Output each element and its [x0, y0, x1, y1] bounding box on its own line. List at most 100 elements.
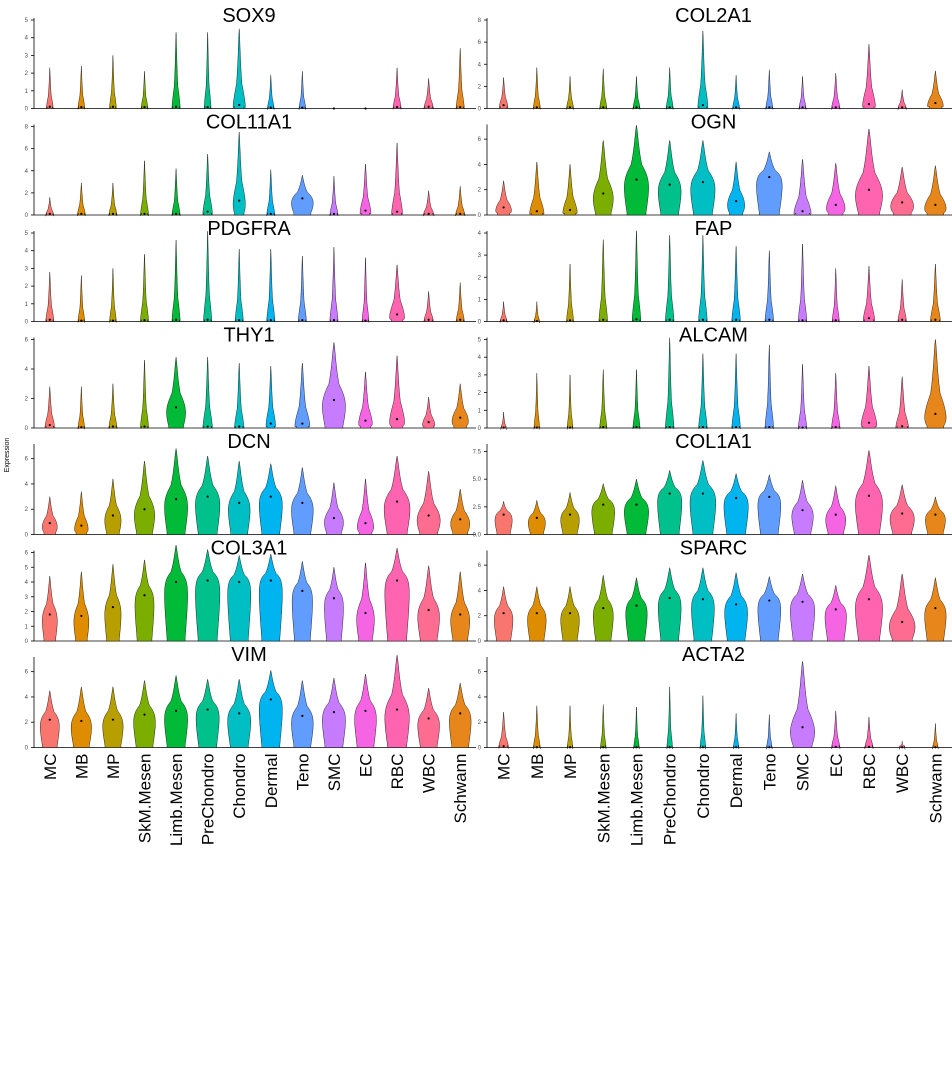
panel-title-vim: VIM — [231, 644, 267, 666]
median-point — [143, 425, 146, 428]
y-tick-label: 0 — [25, 639, 29, 645]
violin-col11a1-smc — [329, 176, 339, 217]
median-point — [768, 746, 771, 749]
y-tick-label: 0 — [25, 107, 29, 113]
y-tick-label: 0 — [25, 746, 29, 752]
median-point — [535, 746, 538, 749]
median-point — [568, 106, 572, 109]
violin-col2a1-chondro — [697, 31, 709, 109]
violin-sparc-rbc — [855, 554, 883, 642]
violin-alcam-limb-mesen — [632, 369, 641, 430]
median-point — [867, 745, 871, 748]
median-point — [111, 319, 115, 322]
panel-thy1: THY1 0 2 4 6 — [25, 325, 476, 432]
violin-col1a1-limb-mesen — [624, 478, 649, 535]
y-tick-label: 2 — [25, 507, 29, 513]
y-tick-label: 0 — [478, 746, 482, 752]
violin-dcn-rbc — [383, 455, 411, 535]
violin-fap-mb — [533, 301, 540, 324]
panel-col11a1: COL11A1 0 2 4 6 8 — [25, 112, 476, 219]
median-point — [364, 319, 367, 322]
violin-acta2-chondro — [699, 695, 706, 750]
median-point — [459, 518, 462, 521]
median-point — [80, 319, 83, 322]
violin-col11a1-schwann — [455, 186, 466, 217]
y-tick-label: 4 — [25, 482, 29, 488]
x-category-label-prechondro: PreChondro — [661, 754, 680, 846]
violin-col11a1-dermal — [266, 169, 276, 217]
median-point — [427, 318, 430, 321]
violin-vim-prechondro — [195, 679, 220, 748]
y-tick-label: 4 — [478, 231, 482, 237]
median-point — [834, 513, 837, 516]
median-point — [48, 318, 51, 321]
violin-fap-limb-mesen — [631, 230, 641, 322]
violin-col3a1-smc — [324, 567, 344, 642]
panel-title-sox9: SOX9 — [222, 5, 275, 27]
violin-col1a1-chondro — [689, 459, 716, 535]
violin-thy1-chondro — [234, 363, 245, 429]
median-point — [459, 613, 462, 616]
median-point — [174, 498, 178, 501]
y-tick-label: 3 — [25, 53, 29, 59]
y-tick-label: 5.0 — [473, 477, 482, 483]
violin-sox9-rbc — [392, 67, 402, 110]
violin-ogn-dermal — [727, 161, 745, 216]
y-tick-label: 2 — [478, 84, 482, 90]
median-point — [901, 318, 904, 321]
y-tick-label: 6 — [478, 40, 482, 46]
median-point — [635, 106, 638, 109]
y-tick-label: 0 — [25, 213, 29, 219]
violin-col3a1-chondro — [227, 555, 251, 642]
median-point — [701, 746, 704, 749]
median-point — [206, 318, 209, 321]
violin-pdgfra-skm-mesen — [140, 254, 149, 323]
median-point — [238, 318, 241, 322]
y-tick-label: 6 — [25, 670, 29, 676]
panel-title-pdgfra: PDGFRA — [207, 218, 291, 240]
median-point — [80, 212, 83, 215]
y-tick-label: 1 — [478, 408, 482, 414]
median-point — [834, 426, 837, 429]
violin-dcn-limb-mesen — [164, 448, 188, 535]
y-tick-label: 2 — [25, 284, 29, 290]
median-point — [535, 612, 538, 615]
violin-col11a1-ec — [359, 164, 372, 216]
median-point — [701, 104, 704, 107]
y-tick-label: 4 — [25, 367, 29, 373]
median-point — [395, 708, 399, 711]
median-point — [602, 607, 605, 610]
median-point — [502, 426, 505, 429]
panel-acta2: ACTA2 0 2 4 6 MC MB MP SkM.Mesen Limb.Mesen PreCho… — [478, 644, 952, 846]
y-tick-label: 1 — [25, 89, 29, 95]
violin-thy1-skm-mesen — [140, 360, 149, 429]
median-point — [48, 522, 51, 525]
x-category-label-schwann: Schwann — [451, 754, 470, 824]
x-category-label-mc: MC — [495, 754, 514, 780]
median-point — [48, 212, 51, 215]
y-tick-label: 0 — [25, 320, 29, 326]
panel-title-dcn: DCN — [227, 431, 270, 453]
median-point — [735, 603, 738, 606]
median-point — [701, 181, 704, 184]
panel-ogn: OGN 0 2 4 6 — [478, 112, 952, 219]
median-point — [427, 212, 430, 215]
median-point — [901, 746, 904, 749]
violin-thy1-mp — [108, 383, 118, 429]
violin-pdgfra-schwann — [455, 282, 465, 323]
y-tick-label: 2 — [25, 610, 29, 616]
median-point — [568, 319, 572, 322]
violin-sparc-dermal — [724, 572, 748, 642]
violin-alcam-teno — [764, 344, 774, 430]
y-tick-label: 2.5 — [473, 505, 482, 511]
panel-sox9: SOX9 0 1 2 3 4 5 — [25, 5, 476, 113]
median-point — [668, 183, 671, 186]
violin-sparc-prechondro — [658, 567, 682, 642]
median-point — [867, 102, 871, 106]
median-point — [301, 501, 304, 504]
y-tick-label: 4 — [25, 249, 29, 255]
violin-sox9-prechondro — [204, 32, 212, 110]
violin-acta2-schwann — [932, 723, 939, 750]
violin-col11a1-teno — [291, 175, 314, 216]
violin-alcam-mb — [533, 373, 540, 430]
